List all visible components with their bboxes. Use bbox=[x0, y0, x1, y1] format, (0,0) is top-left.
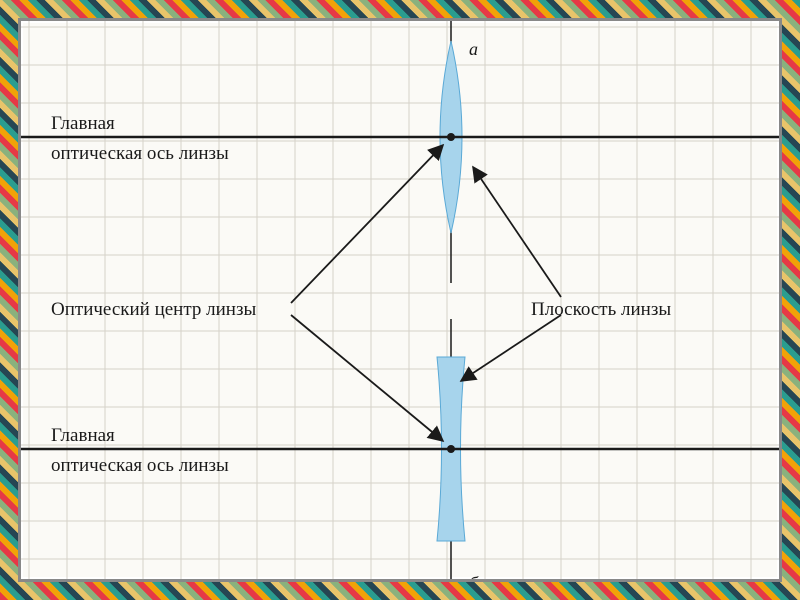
label-main-axis-b-line2: оптическая ось линзы bbox=[51, 455, 229, 478]
label-main-axis-a-line2: оптическая ось линзы bbox=[51, 143, 229, 166]
figure-letter-a: а bbox=[469, 39, 478, 61]
diagram-panel: Главная оптическая ось линзы Оптический … bbox=[18, 18, 782, 582]
label-optical-center: Оптический центр линзы bbox=[51, 299, 256, 322]
label-main-axis-b-line1: Главная bbox=[51, 425, 115, 448]
label-main-axis-a-line1: Главная bbox=[51, 113, 115, 136]
label-lens-plane: Плоскость линзы bbox=[531, 299, 671, 322]
figure-letter-b: б bbox=[469, 573, 478, 582]
